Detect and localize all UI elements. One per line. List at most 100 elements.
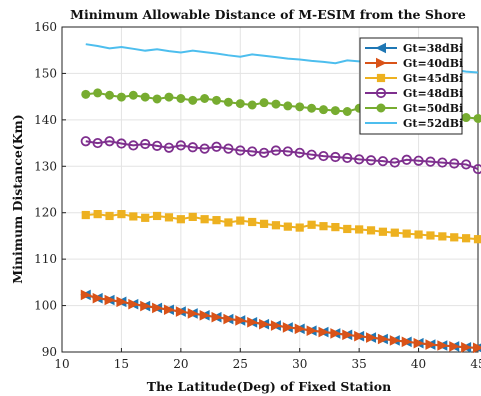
data-point-marker: [318, 105, 328, 115]
data-point-marker: [271, 221, 281, 230]
data-point-marker: [413, 155, 424, 166]
data-point-marker: [128, 140, 139, 151]
data-point-marker: [414, 230, 423, 239]
y-tick-label: 100: [34, 299, 57, 313]
data-point-marker: [294, 147, 305, 158]
data-point-marker: [224, 218, 233, 227]
data-point-marker: [140, 92, 150, 102]
data-point-marker: [306, 149, 317, 160]
y-tick-label: 160: [34, 20, 57, 34]
data-point-marker: [331, 223, 340, 232]
y-tick-label: 130: [34, 159, 57, 173]
data-point-marker: [93, 210, 102, 219]
data-point-marker: [187, 142, 198, 153]
data-point-marker: [211, 141, 222, 152]
series-line: [85, 140, 479, 171]
legend-marker: [376, 103, 386, 113]
legend-marker: [376, 73, 386, 83]
data-point-marker: [401, 336, 413, 348]
data-point-marker: [319, 222, 328, 231]
data-point-marker: [366, 332, 377, 343]
data-point-marker: [330, 151, 341, 163]
x-tick-label: 15: [114, 357, 129, 371]
data-point-marker: [200, 215, 209, 224]
data-point-marker: [188, 95, 198, 105]
data-point-marker: [342, 329, 353, 341]
data-point-marker: [366, 226, 376, 235]
data-point-marker: [283, 222, 292, 231]
data-point-marker: [151, 140, 163, 151]
data-point-marker: [401, 154, 412, 165]
data-point-marker: [259, 318, 270, 330]
data-point-marker: [472, 163, 481, 175]
y-axis-ticks: 90 100 110 120 130 140 150 160: [34, 20, 66, 359]
data-point-marker: [307, 220, 316, 229]
data-point-marker: [377, 156, 389, 167]
data-point-marker: [104, 136, 115, 147]
data-point-marker: [247, 100, 257, 110]
data-point-marker: [152, 94, 162, 104]
legend-item: Gt=52dBi: [365, 117, 463, 130]
data-point-marker: [236, 216, 245, 225]
data-point-marker: [223, 313, 235, 325]
data-point-marker: [402, 229, 411, 238]
y-tick-label: 90: [42, 345, 57, 359]
data-point-marker: [355, 225, 364, 234]
data-point-marker: [390, 228, 399, 237]
data-point-marker: [450, 233, 459, 242]
series-gt-40dbi: [80, 289, 481, 354]
data-point-marker: [318, 150, 329, 162]
data-point-marker: [389, 335, 401, 346]
legend-label: Gt=50dBi: [403, 102, 463, 115]
legend-item: Gt=38dBi: [365, 42, 463, 55]
series-layer: [80, 43, 481, 354]
data-point-marker: [117, 210, 126, 219]
data-point-marker: [294, 323, 306, 335]
data-point-marker: [80, 136, 91, 147]
series-line: [85, 293, 479, 349]
legend-box: [359, 37, 463, 135]
y-tick-label: 120: [34, 206, 57, 220]
data-point-marker: [342, 152, 353, 164]
data-point-marker: [378, 227, 388, 236]
data-point-marker: [140, 300, 151, 312]
data-point-marker: [247, 146, 258, 157]
data-point-marker: [377, 333, 389, 345]
data-point-marker: [259, 219, 269, 228]
data-point-marker: [176, 215, 185, 224]
legend: Gt=38dBi Gt=40dBi Gt=45dBi Gt=48dBi Gt=50dBi…: [359, 37, 463, 135]
data-point-marker: [354, 330, 365, 342]
data-point-marker: [330, 106, 340, 116]
data-point-marker: [116, 138, 127, 149]
data-point-marker: [283, 101, 293, 111]
data-point-marker: [152, 211, 162, 221]
data-point-marker: [461, 159, 472, 170]
data-point-marker: [473, 235, 481, 244]
data-point-marker: [92, 292, 104, 304]
data-point-marker: [92, 137, 103, 149]
data-point-marker: [365, 155, 377, 166]
legend-label: Gt=40dBi: [403, 57, 463, 70]
data-point-marker: [437, 340, 448, 351]
data-point-marker: [81, 89, 91, 99]
data-point-marker: [258, 147, 270, 158]
data-point-marker: [116, 296, 128, 308]
x-tick-label: 40: [411, 357, 426, 371]
data-point-marker: [426, 231, 435, 240]
series-gt-48dbi: [80, 136, 481, 175]
data-point-marker: [163, 304, 175, 316]
data-point-marker: [271, 99, 281, 109]
series-gt-45dbi: [81, 210, 481, 244]
x-tick-label: 45: [470, 357, 481, 371]
legend-label: Gt=38dBi: [403, 42, 463, 55]
data-point-marker: [223, 143, 234, 154]
data-point-marker: [247, 316, 258, 328]
data-point-marker: [105, 90, 115, 100]
chart-title: Minimum Allowable Distance of M-ESIM fro…: [70, 7, 466, 22]
data-point-marker: [449, 158, 460, 169]
data-point-marker: [425, 156, 436, 167]
data-point-marker: [343, 224, 352, 234]
data-point-marker: [200, 94, 210, 103]
data-point-marker: [473, 342, 481, 354]
data-point-marker: [295, 102, 305, 112]
